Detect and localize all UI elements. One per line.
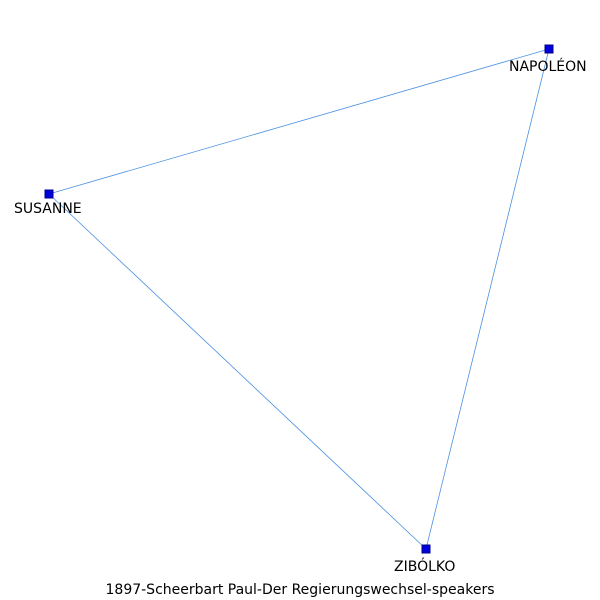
labels-layer: NAPOLÉON SUSANNE ZIBÓLKO <box>14 58 587 575</box>
node-label-susanne: SUSANNE <box>14 201 82 217</box>
edges-layer <box>48 48 550 550</box>
node-label-zibolko: ZIBÓLKO <box>394 557 455 575</box>
edge-napoleon-zibolko <box>425 48 550 550</box>
node-label-napoleon: NAPOLÉON <box>509 58 587 75</box>
node-napoleon <box>544 44 554 54</box>
node-zibolko <box>421 544 431 554</box>
node-susanne <box>44 189 54 199</box>
edge-susanne-zibolko <box>48 193 427 550</box>
nodes-layer <box>44 44 554 554</box>
edge-susanne-napoleon <box>48 48 550 195</box>
graph-title: 1897-Scheerbart Paul-Der Regierungswechs… <box>105 582 495 598</box>
